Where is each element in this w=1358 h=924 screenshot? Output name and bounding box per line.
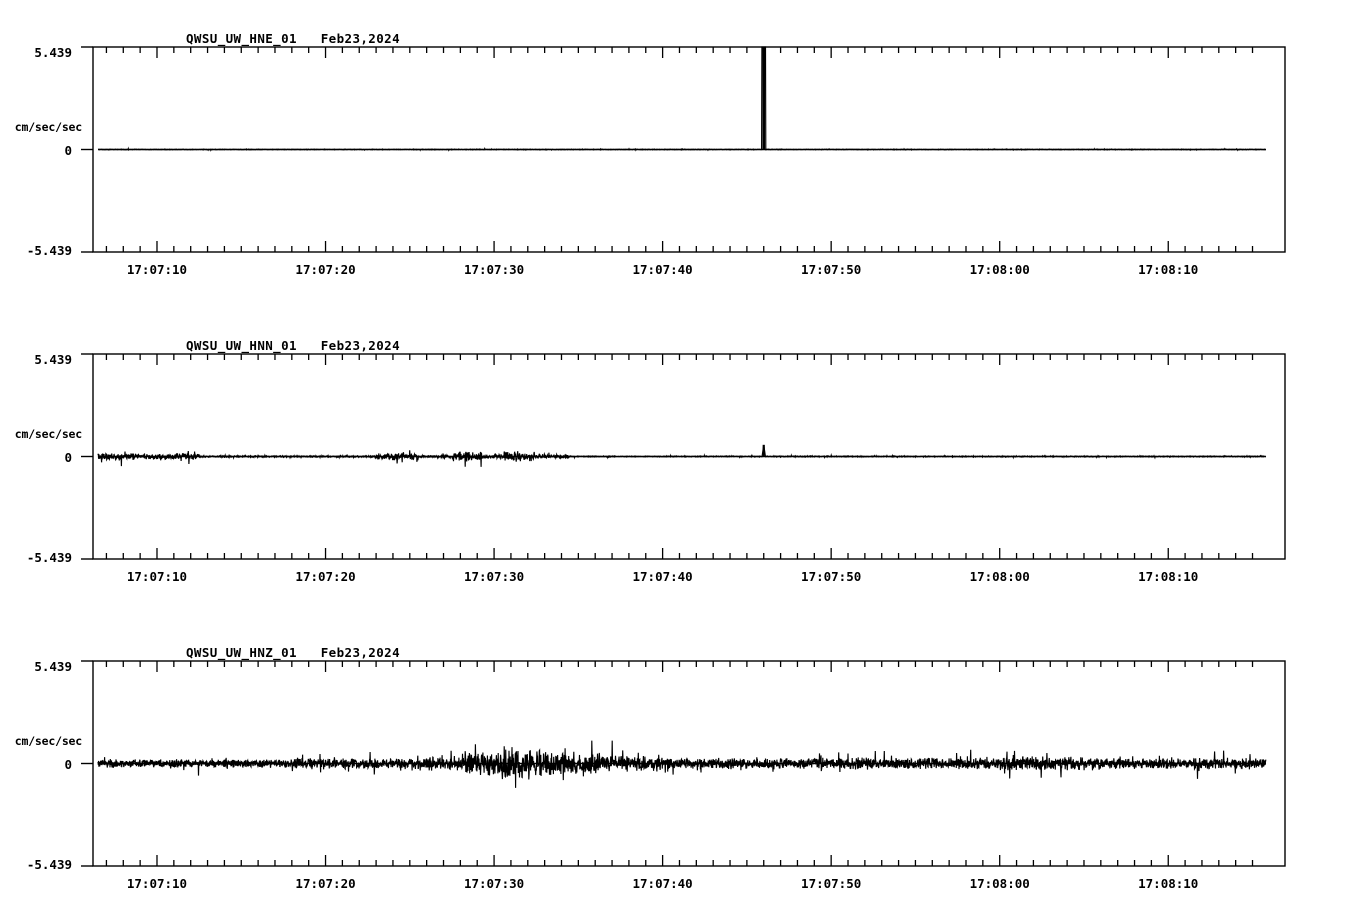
y-zero-label-hne: 0 xyxy=(64,143,72,158)
waveform-trace xyxy=(97,46,1267,152)
x-tick-label: 17:08:00 xyxy=(969,569,1030,584)
trace-panel-hnz: QWSU_UW_HNZ_01 Feb23,2024 5.439 cm/sec/s… xyxy=(0,614,1358,914)
x-tick-label: 17:07:30 xyxy=(463,262,525,277)
y-min-label-hnn: -5.439 xyxy=(26,550,72,565)
y-min-label-hne: -5.439 xyxy=(26,243,72,258)
x-tick-label: 17:07:50 xyxy=(801,262,862,277)
x-tick-label: 17:07:10 xyxy=(126,876,188,891)
plot-area-hnz xyxy=(81,660,1286,867)
y-axis-ticks xyxy=(81,660,93,867)
y-min-label-hnz: -5.439 xyxy=(26,857,72,872)
x-tick-label: 17:08:00 xyxy=(969,876,1030,891)
x-tick-label: 17:07:40 xyxy=(632,876,693,891)
x-tick-label: 17:07:10 xyxy=(126,569,188,584)
trace-panel-hnn: QWSU_UW_HNN_01 Feb23,2024 5.439 cm/sec/s… xyxy=(0,307,1358,607)
panel-title-hnz: QWSU_UW_HNZ_01 Feb23,2024 xyxy=(186,645,400,660)
trace-panel-hne: QWSU_UW_HNE_01 Feb23,2024 5.439 cm/sec/s… xyxy=(0,0,1358,300)
axis-ticks xyxy=(105,661,1254,866)
plot-area-hne xyxy=(81,46,1286,253)
y-max-label-hnn: 5.439 xyxy=(34,352,72,367)
x-tick-label: 17:08:10 xyxy=(1138,569,1199,584)
y-zero-label-hnz: 0 xyxy=(64,757,72,772)
x-tick-label: 17:08:10 xyxy=(1138,262,1199,277)
y-axis-units-hnn: cm/sec/sec xyxy=(14,427,82,441)
waveform-trace xyxy=(97,740,1267,788)
x-tick-label: 17:07:50 xyxy=(801,569,862,584)
x-tick-label: 17:07:30 xyxy=(463,569,525,584)
panel-title-hnn: QWSU_UW_HNN_01 Feb23,2024 xyxy=(186,338,400,353)
x-tick-label: 17:07:10 xyxy=(126,262,188,277)
x-tick-label: 17:07:50 xyxy=(801,876,862,891)
plot-area-hnn xyxy=(81,353,1286,560)
y-max-label-hnz: 5.439 xyxy=(34,659,72,674)
axis-ticks xyxy=(105,354,1254,559)
y-axis-units-hne: cm/sec/sec xyxy=(14,120,82,134)
panel-title-hne: QWSU_UW_HNE_01 Feb23,2024 xyxy=(186,31,400,46)
x-tick-label: 17:07:20 xyxy=(295,569,356,584)
y-axis-ticks xyxy=(81,353,93,560)
y-axis-units-hnz: cm/sec/sec xyxy=(14,734,82,748)
y-axis-ticks xyxy=(81,46,93,253)
x-tick-label: 17:07:30 xyxy=(463,876,525,891)
y-max-label-hne: 5.439 xyxy=(34,45,72,60)
y-zero-label-hnn: 0 xyxy=(64,450,72,465)
x-tick-label: 17:08:10 xyxy=(1138,876,1199,891)
x-tick-label: 17:07:20 xyxy=(295,262,356,277)
axis-ticks xyxy=(105,47,1254,252)
x-tick-label: 17:07:20 xyxy=(295,876,356,891)
x-tick-label: 17:07:40 xyxy=(632,262,693,277)
x-tick-label: 17:07:40 xyxy=(632,569,693,584)
x-tick-label: 17:08:00 xyxy=(969,262,1030,277)
